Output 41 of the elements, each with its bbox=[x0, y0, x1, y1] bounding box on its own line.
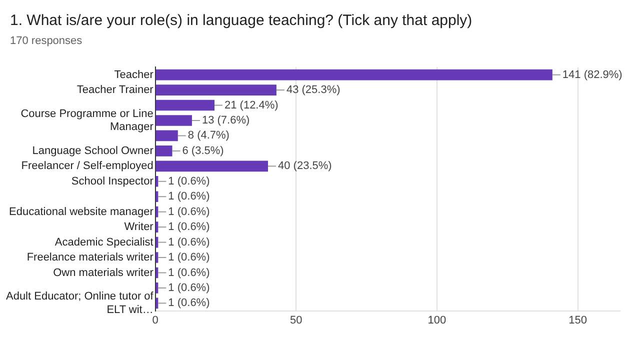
y-tick-label: Teacher bbox=[114, 68, 154, 81]
bar bbox=[156, 160, 268, 172]
data-label: 13 (7.6%) bbox=[202, 114, 250, 127]
y-tick-label: Language School Owner bbox=[32, 144, 154, 157]
x-tick-label: 150 bbox=[568, 314, 587, 326]
x-tick-label: 0 bbox=[152, 314, 158, 326]
y-tick-label: School Inspector bbox=[71, 175, 154, 188]
data-label: 43 (25.3%) bbox=[286, 84, 340, 96]
y-tick-label: Course Programme or Line Manager bbox=[20, 108, 154, 134]
y-tick-label: Writer bbox=[124, 221, 154, 234]
chart-title: 1. What is/are your role(s) in language teaching? (Tick any that apply) bbox=[10, 12, 472, 29]
bar bbox=[156, 115, 192, 126]
x-tick-label: 50 bbox=[290, 314, 302, 326]
data-label: 21 (12.4%) bbox=[224, 99, 278, 112]
data-label: 1 (0.6%) bbox=[168, 221, 210, 234]
data-label: 1 (0.6%) bbox=[168, 297, 210, 310]
data-label: 6 (3.5%) bbox=[182, 144, 224, 157]
data-label: 40 (23.5%) bbox=[278, 160, 332, 172]
data-label: 1 (0.6%) bbox=[168, 282, 210, 294]
bar bbox=[156, 100, 214, 111]
bar bbox=[156, 69, 552, 80]
y-tick-label: Own materials writer bbox=[53, 266, 154, 279]
y-tick-label: Adult Educator; Online tutor of ELT wit… bbox=[6, 290, 154, 316]
bar bbox=[156, 130, 178, 142]
y-tick-label: Academic Specialist bbox=[54, 236, 154, 248]
data-label: 1 (0.6%) bbox=[168, 190, 210, 203]
y-tick-label: Freelancer / Self-employed bbox=[21, 160, 154, 172]
data-label: 141 (82.9%) bbox=[562, 68, 622, 81]
y-tick-label: Freelance materials writer bbox=[26, 252, 154, 264]
data-label: 1 (0.6%) bbox=[168, 236, 210, 248]
data-label: 8 (4.7%) bbox=[188, 130, 230, 142]
bar bbox=[156, 146, 172, 156]
y-tick-label: Teacher Trainer bbox=[76, 84, 154, 96]
x-tick-label: 100 bbox=[428, 314, 446, 326]
data-label: 1 (0.6%) bbox=[168, 252, 210, 264]
data-label: 1 (0.6%) bbox=[168, 206, 210, 218]
y-tick-label: Educational website manager bbox=[9, 206, 154, 218]
bar bbox=[156, 84, 276, 96]
text: 170 responses bbox=[10, 35, 82, 47]
data-label: 1 (0.6%) bbox=[168, 175, 210, 188]
data-label: 1 (0.6%) bbox=[168, 266, 210, 279]
